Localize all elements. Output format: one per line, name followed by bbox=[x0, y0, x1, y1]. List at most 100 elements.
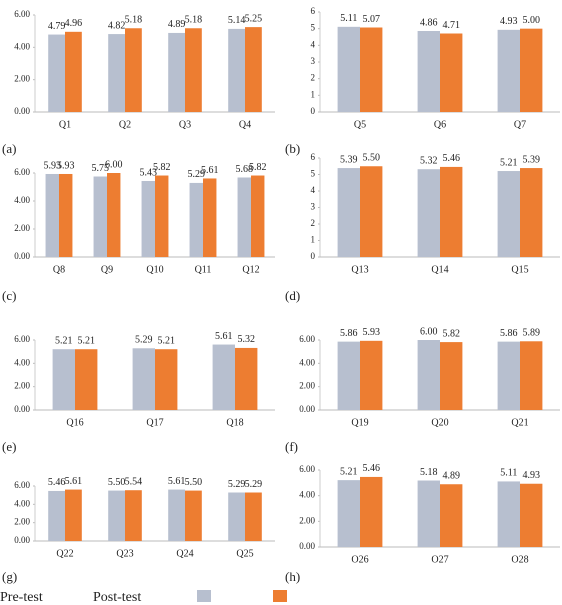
value-label: 5.93 bbox=[57, 160, 75, 171]
x-tick-label: Q14 bbox=[431, 264, 448, 275]
value-label: 5.39 bbox=[522, 154, 540, 165]
x-tick-label: Q11 bbox=[195, 264, 212, 275]
value-label: 5.86 bbox=[500, 328, 518, 339]
x-tick-label: Q4 bbox=[239, 119, 251, 130]
bar bbox=[417, 480, 440, 547]
value-label: 6.00 bbox=[420, 326, 438, 337]
x-tick-label: Q10 bbox=[146, 264, 163, 275]
bar bbox=[65, 489, 82, 541]
bar bbox=[212, 344, 235, 410]
legend-swatch bbox=[197, 590, 211, 602]
bar bbox=[125, 490, 142, 541]
bar bbox=[520, 168, 543, 257]
bar bbox=[497, 481, 520, 547]
value-label: 5.43 bbox=[140, 167, 158, 178]
y-tick-label: 6.00 bbox=[14, 167, 30, 177]
bar bbox=[185, 28, 202, 112]
value-label: 5.11 bbox=[500, 468, 517, 479]
value-label: 5.82 bbox=[442, 328, 460, 339]
bar bbox=[141, 180, 155, 257]
x-tick-label: Q9 bbox=[101, 264, 113, 275]
x-tick-label: Q8 bbox=[53, 264, 65, 275]
value-label: 6.00 bbox=[105, 159, 123, 170]
value-label: 5.32 bbox=[237, 334, 255, 345]
y-tick-label: 6.00 bbox=[14, 9, 30, 19]
y-tick-label: 1 bbox=[311, 235, 316, 245]
y-tick-label: 2.00 bbox=[299, 515, 315, 525]
panel-label: (g) bbox=[2, 569, 17, 584]
bar bbox=[337, 480, 360, 547]
x-tick-label: O26 bbox=[351, 554, 368, 565]
value-label: 4.93 bbox=[500, 16, 518, 27]
value-label: 5.75 bbox=[92, 163, 110, 174]
panel-label: (a) bbox=[2, 141, 16, 156]
y-tick-label: 0 bbox=[311, 106, 316, 116]
bar bbox=[360, 476, 383, 547]
bar bbox=[203, 178, 217, 257]
bar bbox=[108, 490, 125, 541]
y-tick-label: 0 bbox=[311, 251, 316, 261]
x-tick-label: Q7 bbox=[514, 119, 526, 130]
panel-label: (c) bbox=[2, 288, 16, 303]
value-label: 4.89 bbox=[168, 19, 186, 30]
bar bbox=[337, 341, 360, 410]
y-tick-label: 0.00 bbox=[14, 535, 30, 545]
x-tick-label: Q12 bbox=[242, 264, 259, 275]
bar bbox=[108, 34, 125, 112]
bar bbox=[45, 173, 59, 257]
panel-label: (h) bbox=[285, 569, 300, 584]
x-tick-label: Q18 bbox=[226, 417, 243, 428]
y-tick-label: 2 bbox=[311, 218, 316, 228]
x-tick-label: Q17 bbox=[146, 417, 163, 428]
bar bbox=[417, 169, 440, 257]
y-tick-label: 4.00 bbox=[14, 498, 30, 508]
value-label: 4.71 bbox=[442, 20, 460, 31]
legend-swatch bbox=[273, 590, 287, 602]
value-label: 4.93 bbox=[522, 470, 540, 481]
value-label: 5.21 bbox=[55, 336, 73, 347]
value-label: 5.07 bbox=[362, 14, 380, 25]
bar bbox=[360, 340, 383, 410]
value-label: 4.79 bbox=[48, 21, 66, 32]
value-label: 5.46 bbox=[48, 477, 66, 488]
value-label: 5.61 bbox=[65, 476, 83, 487]
value-label: 5.82 bbox=[249, 162, 267, 173]
y-tick-label: 4.00 bbox=[299, 357, 315, 367]
value-label: 5.89 bbox=[522, 328, 540, 339]
bar bbox=[228, 492, 245, 541]
x-tick-label: Q25 bbox=[236, 548, 253, 559]
bar bbox=[237, 177, 251, 257]
x-tick-label: Q21 bbox=[511, 417, 528, 428]
value-label: 4.82 bbox=[108, 20, 126, 31]
x-tick-label: Q20 bbox=[431, 417, 448, 428]
y-tick-label: 6.00 bbox=[14, 480, 30, 490]
value-label: 5.54 bbox=[125, 477, 143, 488]
x-tick-label: Q24 bbox=[176, 548, 193, 559]
value-label: 5.21 bbox=[340, 466, 358, 477]
value-label: 5.68 bbox=[236, 164, 254, 175]
bar bbox=[235, 347, 258, 410]
value-label: 5.21 bbox=[77, 336, 95, 347]
value-label: 5.00 bbox=[522, 15, 540, 26]
bar bbox=[132, 348, 155, 410]
value-label: 5.18 bbox=[125, 15, 143, 26]
bar bbox=[497, 341, 520, 410]
value-label: 5.18 bbox=[420, 467, 438, 478]
panel-label: (b) bbox=[285, 141, 300, 156]
bar bbox=[185, 490, 202, 541]
y-tick-label: 6.00 bbox=[14, 334, 30, 344]
value-label: 5.93 bbox=[44, 160, 62, 171]
value-label: 5.18 bbox=[185, 15, 203, 26]
bar bbox=[125, 28, 142, 112]
value-label: 5.21 bbox=[157, 336, 175, 347]
y-tick-label: 4.00 bbox=[14, 357, 30, 367]
x-tick-label: Q23 bbox=[116, 548, 133, 559]
y-tick-label: 5 bbox=[311, 169, 316, 179]
bar bbox=[251, 175, 265, 257]
bar bbox=[155, 349, 178, 410]
x-tick-label: Q1 bbox=[59, 119, 71, 130]
value-label: 5.11 bbox=[340, 13, 357, 24]
y-tick-label: 2.00 bbox=[299, 381, 315, 391]
